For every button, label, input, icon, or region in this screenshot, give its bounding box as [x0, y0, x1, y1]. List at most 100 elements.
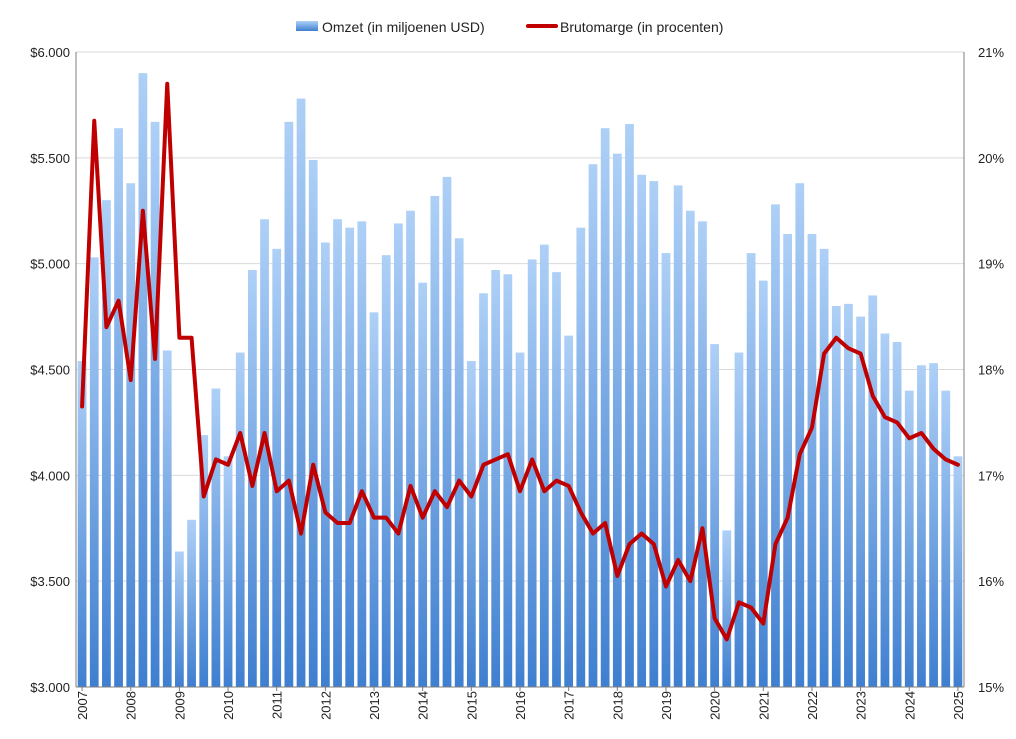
bar	[393, 223, 403, 687]
bar	[272, 248, 282, 687]
bar	[479, 293, 488, 687]
left-tick-label: $4.000	[30, 468, 70, 483]
bar	[880, 333, 890, 687]
bar	[917, 365, 926, 687]
bar	[673, 185, 683, 687]
bar	[223, 456, 233, 687]
bar	[211, 388, 221, 687]
legend-line-label: Brutomarge (in procenten)	[560, 19, 723, 35]
left-tick-label: $3.500	[30, 574, 70, 589]
bar	[162, 350, 172, 687]
bar	[600, 128, 610, 687]
bar	[892, 341, 902, 687]
right-tick-label: 18%	[978, 363, 1004, 378]
right-tick-label: 20%	[978, 151, 1004, 166]
x-axis-ticks: 2007 2008 2009 2010 2011 2012 2013 2014 2015 2016…	[75, 687, 966, 720]
bar	[89, 257, 99, 687]
x-tick-label: 2023	[854, 691, 869, 720]
bar	[929, 363, 938, 687]
x-tick-label: 2017	[562, 691, 577, 720]
bar	[710, 344, 720, 687]
bar	[126, 183, 136, 687]
bar	[296, 98, 306, 688]
x-tick-label: 2009	[172, 691, 187, 720]
legend: Omzet (in miljoenen USD) Brutomarge (in …	[296, 19, 723, 35]
bar	[771, 204, 780, 687]
bar	[637, 174, 647, 687]
bar	[357, 221, 367, 688]
bar	[698, 221, 707, 688]
right-tick-label: 21%	[978, 45, 1004, 60]
bar	[77, 361, 87, 687]
bar	[612, 153, 622, 688]
bar	[941, 390, 951, 687]
bar	[515, 352, 525, 687]
bar	[868, 295, 878, 687]
x-tick-label: 2010	[221, 691, 236, 720]
right-tick-label: 19%	[978, 257, 1004, 272]
bar	[320, 242, 330, 687]
x-tick-label: 2012	[318, 691, 333, 720]
x-tick-label: 2008	[124, 691, 139, 720]
bar	[795, 183, 805, 687]
bar	[807, 234, 817, 688]
bar	[114, 128, 123, 687]
bar	[333, 219, 342, 687]
bar	[758, 280, 768, 687]
bar	[199, 435, 209, 687]
bar	[138, 73, 148, 687]
bar	[953, 456, 963, 687]
x-tick-label: 2024	[902, 691, 917, 720]
x-tick-label: 2013	[367, 691, 382, 720]
bar	[454, 238, 464, 687]
x-tick-label: 2021	[756, 691, 771, 720]
right-tick-label: 15%	[978, 680, 1004, 695]
left-tick-label: $5.000	[30, 257, 70, 272]
bar	[430, 195, 440, 687]
bar	[527, 259, 537, 687]
bar	[406, 210, 415, 687]
x-tick-label: 2015	[464, 691, 479, 720]
bar	[308, 159, 318, 687]
bar	[625, 123, 634, 687]
right-axis-ticks: 15% 16% 17% 18% 19% 20% 21%	[978, 45, 1004, 695]
right-tick-label: 16%	[978, 574, 1004, 589]
bar-series	[77, 73, 963, 688]
bar	[345, 227, 355, 687]
left-axis-ticks: $3.000 $3.500 $4.000 $4.500 $5.000 $5.500 $6.0…	[30, 45, 70, 695]
left-tick-label: $6.000	[30, 45, 70, 60]
line-series	[80, 81, 960, 642]
bar	[783, 234, 792, 688]
bar	[539, 244, 549, 687]
x-tick-label: 2011	[270, 691, 285, 719]
right-tick-label: 17%	[978, 468, 1004, 483]
bar	[418, 282, 428, 687]
bar	[260, 219, 269, 687]
bar	[661, 253, 671, 688]
left-tick-label: $4.500	[30, 363, 70, 378]
margin-line	[80, 81, 960, 642]
bar	[649, 181, 659, 687]
bar	[175, 551, 184, 687]
bar	[503, 274, 513, 687]
x-tick-label: 2025	[951, 691, 966, 720]
legend-bar-label: Omzet (in miljoenen USD)	[322, 19, 485, 35]
bar	[564, 335, 574, 687]
bar	[187, 519, 196, 687]
bar	[466, 361, 476, 687]
x-tick-label: 2014	[416, 691, 431, 720]
x-tick-label: 2019	[659, 691, 674, 720]
bar	[102, 200, 111, 687]
x-tick-label: 2018	[610, 691, 625, 720]
bar	[819, 248, 829, 687]
bar	[734, 352, 744, 687]
left-tick-label: $3.000	[30, 680, 70, 695]
bar	[856, 316, 865, 687]
x-tick-label: 2022	[805, 691, 820, 720]
x-tick-label: 2007	[75, 691, 90, 720]
bar	[722, 530, 732, 687]
bar	[150, 121, 160, 688]
bar	[685, 210, 695, 687]
